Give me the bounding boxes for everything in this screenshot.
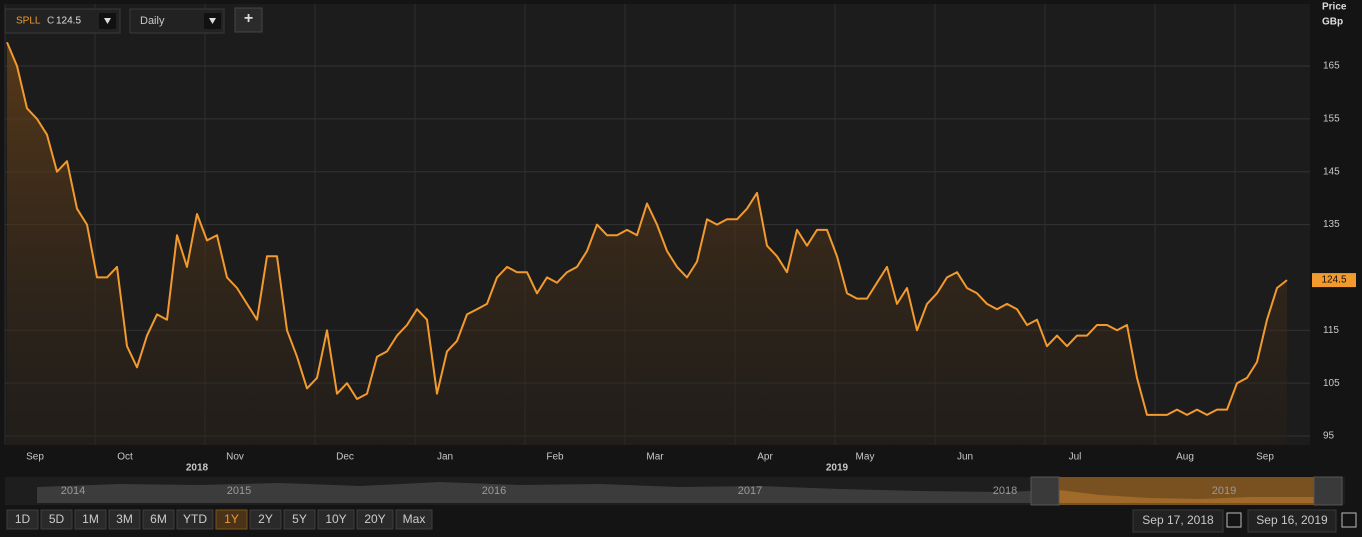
x-tick-label: Jun <box>957 452 973 463</box>
navigator-handle-right[interactable] <box>1313 476 1343 506</box>
range-button-label: YTD <box>183 512 207 526</box>
x-tick-label: Aug <box>1176 452 1194 463</box>
x-tick-label: Apr <box>757 452 773 463</box>
range-button[interactable] <box>283 509 316 530</box>
range-button[interactable] <box>356 509 394 530</box>
y-axis-unit: GBp <box>1322 17 1343 28</box>
range-button[interactable] <box>108 509 141 530</box>
range-button[interactable] <box>40 509 73 530</box>
navigator-year: 2018 <box>993 485 1017 497</box>
date-from-box[interactable] <box>1132 509 1224 533</box>
range-button[interactable] <box>74 509 107 530</box>
x-tick-label: Sep <box>1256 452 1274 463</box>
price-line <box>6 41 1288 416</box>
y-tick-label: 165 <box>1323 61 1340 72</box>
navigator-year: 2014 <box>61 485 85 497</box>
range-button[interactable] <box>395 509 433 530</box>
add-button[interactable] <box>234 7 263 33</box>
navigator-year: 2019 <box>1212 485 1236 497</box>
date-to: Sep 16, 2019 <box>1256 513 1328 527</box>
range-button[interactable] <box>176 509 214 530</box>
range-button-label: Max <box>403 512 426 526</box>
close-value: 124.5 <box>56 16 81 27</box>
year-label: 2018 <box>186 463 209 474</box>
range-button-label: 3M <box>116 512 133 526</box>
y-tick-label: 105 <box>1323 378 1340 389</box>
x-tick-label: Dec <box>336 452 354 463</box>
navigator-history <box>37 482 1059 503</box>
x-tick-label: Jan <box>437 452 453 463</box>
x-tick-label: Feb <box>546 452 564 463</box>
x-tick-label: May <box>856 452 875 463</box>
y-axis-label: Price <box>1322 2 1347 13</box>
range-button-label: 2Y <box>258 512 273 526</box>
x-tick-label: Mar <box>646 452 664 463</box>
area <box>7 42 1287 445</box>
y-tick-label: 145 <box>1323 166 1340 177</box>
range-buttons: 1D 5D 1M 3M 6M YTD 1Y 2Y 5Y 10Y 20Y Max <box>6 509 433 530</box>
y-tick-label: 135 <box>1323 219 1340 230</box>
range-button[interactable] <box>142 509 175 530</box>
navigator-years: 2014 2015 2016 2017 2018 2019 <box>61 485 1236 497</box>
add-icon: + <box>244 10 253 27</box>
range-button-label: 20Y <box>364 512 385 526</box>
range-button-label: 1M <box>82 512 99 526</box>
range-button-label: 1Y <box>224 512 239 526</box>
range-button[interactable] <box>317 509 355 530</box>
y-tick-label: 95 <box>1323 431 1335 442</box>
calendar-icon[interactable] <box>1341 512 1357 528</box>
range-button-label: 10Y <box>325 512 346 526</box>
navigator-year: 2015 <box>227 485 251 497</box>
range-button[interactable] <box>249 509 282 530</box>
symbol: SPLL <box>16 16 41 27</box>
last-value-label: 124.5 <box>1321 275 1346 286</box>
x-tick-label: Sep <box>26 452 44 463</box>
interval: Daily <box>140 15 165 27</box>
range-button-label: 1D <box>15 512 31 526</box>
x-tick-label: Nov <box>226 452 244 463</box>
navigator-year: 2016 <box>482 485 506 497</box>
navigator-handle-left[interactable] <box>1030 476 1060 506</box>
range-button[interactable] <box>6 509 39 530</box>
dropdown-arrow <box>104 18 111 24</box>
calendar-icon[interactable] <box>1226 512 1242 528</box>
dropdown-arrow <box>209 18 216 24</box>
range-button[interactable] <box>215 509 248 530</box>
close-prefix: C <box>47 16 54 27</box>
date-from: Sep 17, 2018 <box>1142 513 1214 527</box>
last-value-marker <box>1312 273 1356 288</box>
x-tick-label: Jul <box>1069 452 1082 463</box>
y-tick-label: 155 <box>1323 114 1340 125</box>
plot: 95 105 115 135 145 155 165 Sep Oct Nov Dec Jan Feb Ma… <box>4 4 1356 474</box>
range-button-label: 6M <box>150 512 167 526</box>
range-button-label: 5D <box>49 512 65 526</box>
year-label: 2019 <box>826 463 849 474</box>
y-tick-label: 115 <box>1323 325 1339 336</box>
navigator-window-history <box>1059 490 1314 503</box>
x-tick-label: Oct <box>117 452 133 463</box>
navigator-year: 2017 <box>738 485 762 497</box>
range-button-label: 5Y <box>292 512 307 526</box>
date-to-box[interactable] <box>1247 509 1337 533</box>
